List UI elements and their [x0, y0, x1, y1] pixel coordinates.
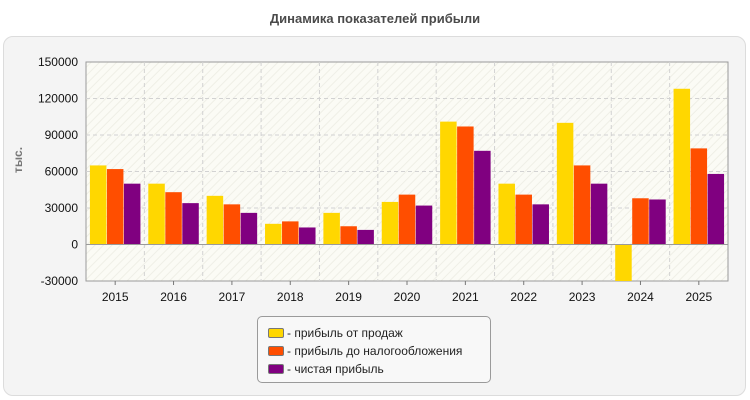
y-tick-label: 60000: [45, 165, 79, 179]
bar-2019-series-2: [357, 229, 374, 245]
legend-label: - прибыль до налогообложения: [287, 344, 463, 358]
legend-label: - прибыль от продаж: [287, 326, 403, 340]
legend-label: - чистая прибыль: [287, 362, 384, 376]
bar-2016-series-1: [165, 192, 182, 245]
bar-2023-series-2: [590, 183, 608, 245]
bar-2025-series-0: [673, 88, 691, 245]
bar-2017-series-1: [223, 204, 241, 245]
bar-2015-series-0: [89, 165, 107, 245]
bar-2025-series-2: [707, 173, 725, 245]
x-tick-label: 2017: [219, 290, 246, 304]
legend-item: - прибыль от продаж: [268, 324, 490, 342]
bar-2024-series-2: [649, 199, 666, 245]
bar-2015-series-1: [106, 169, 124, 245]
legend: - прибыль от продаж - прибыль до налогооб…: [257, 316, 491, 383]
bar-2017-series-0: [206, 195, 224, 245]
bar-2019-series-1: [340, 226, 357, 245]
bar-2015-series-2: [123, 183, 141, 245]
y-tick-label: 120000: [38, 92, 78, 106]
legend-swatch: [268, 346, 284, 356]
bar-2025-series-1: [690, 148, 708, 245]
bar-2021-series-2: [474, 150, 491, 245]
x-tick-label: 2022: [510, 290, 537, 304]
legend-swatch: [268, 364, 284, 374]
bar-2023-series-1: [573, 165, 591, 245]
bar-2024-series-0: [615, 244, 632, 281]
bar-2018-series-1: [282, 221, 299, 245]
y-tick-label: 90000: [45, 128, 79, 142]
legend-swatch: [268, 328, 284, 338]
y-tick-label: 150000: [38, 55, 78, 69]
bar-2018-series-2: [299, 227, 316, 245]
y-tick-label: 30000: [45, 201, 79, 215]
y-tick-label: -30000: [41, 274, 79, 288]
bar-2022-series-0: [498, 183, 515, 245]
legend-item: - прибыль до налогообложения: [268, 342, 490, 360]
x-tick-label: 2016: [160, 290, 187, 304]
x-tick-label: 2025: [685, 290, 712, 304]
axis-labels: -30000 0 30000 60000 90000 120000 150000 2015 20…: [38, 55, 713, 304]
y-axis-label: тыс.: [11, 147, 25, 173]
x-tick-label: 2015: [102, 290, 129, 304]
y-tick-label: 0: [71, 238, 78, 252]
bar-2022-series-1: [515, 194, 532, 245]
legend-item: - чистая прибыль: [268, 360, 490, 378]
bar-2023-series-0: [556, 122, 574, 245]
x-tick-label: 2020: [394, 290, 421, 304]
bar-2020-series-2: [415, 205, 433, 245]
bar-2024-series-1: [632, 198, 649, 245]
x-tick-label: 2021: [452, 290, 479, 304]
bar-2016-series-2: [182, 203, 199, 245]
x-tick-label: 2024: [627, 290, 654, 304]
x-tick-label: 2023: [569, 290, 596, 304]
bar-2022-series-2: [532, 204, 549, 245]
bar-2021-series-0: [440, 121, 457, 245]
bar-2020-series-0: [381, 201, 399, 245]
x-tick-label: 2019: [335, 290, 362, 304]
bar-2020-series-1: [398, 194, 416, 245]
bar-2017-series-2: [240, 212, 258, 245]
chart-title: Динамика показателей прибыли: [269, 11, 481, 26]
bar-2016-series-0: [148, 183, 165, 245]
bar-2021-series-1: [457, 126, 474, 245]
x-tick-label: 2018: [277, 290, 304, 304]
bar-2018-series-0: [265, 223, 282, 245]
bar-2019-series-0: [323, 212, 340, 245]
bars: [89, 88, 725, 281]
